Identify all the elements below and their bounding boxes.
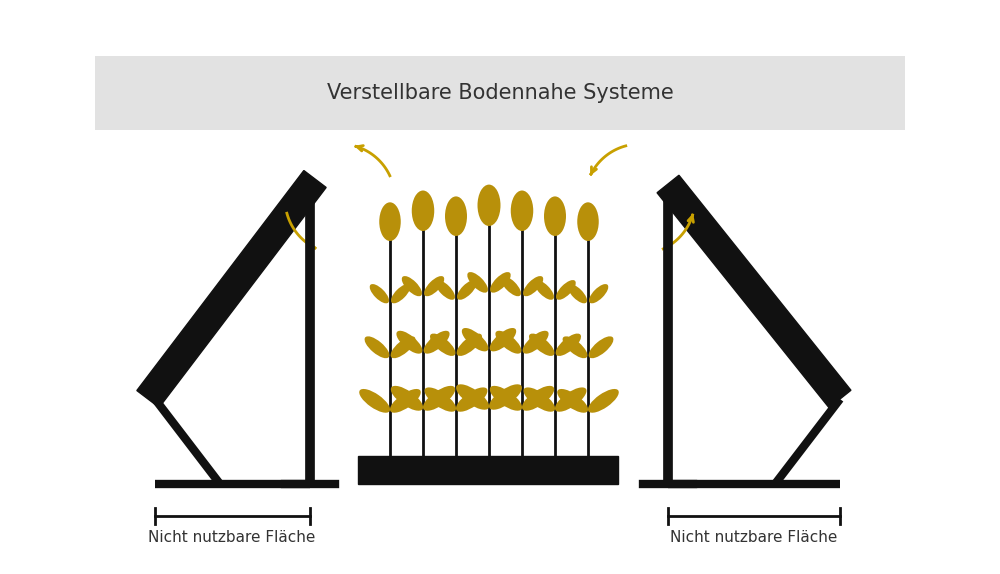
Ellipse shape xyxy=(435,280,455,300)
Ellipse shape xyxy=(523,331,549,354)
Ellipse shape xyxy=(462,328,488,351)
Ellipse shape xyxy=(430,333,455,356)
Ellipse shape xyxy=(391,284,410,303)
Polygon shape xyxy=(657,175,851,408)
Ellipse shape xyxy=(490,386,522,411)
Ellipse shape xyxy=(555,387,587,412)
Ellipse shape xyxy=(529,333,554,356)
Ellipse shape xyxy=(423,386,455,411)
Ellipse shape xyxy=(523,387,555,412)
Ellipse shape xyxy=(577,202,599,241)
Ellipse shape xyxy=(424,331,450,354)
Ellipse shape xyxy=(544,196,566,236)
Ellipse shape xyxy=(445,196,467,236)
Ellipse shape xyxy=(534,280,554,300)
Text: Nicht nutzbare Fläche: Nicht nutzbare Fläche xyxy=(670,530,838,545)
Ellipse shape xyxy=(456,387,488,412)
Ellipse shape xyxy=(501,276,521,296)
Ellipse shape xyxy=(511,191,533,231)
Bar xyxy=(95,56,905,130)
Ellipse shape xyxy=(412,191,434,231)
Ellipse shape xyxy=(390,389,421,413)
Ellipse shape xyxy=(557,389,588,413)
Ellipse shape xyxy=(490,328,516,351)
Ellipse shape xyxy=(370,284,389,303)
Ellipse shape xyxy=(359,389,390,413)
Ellipse shape xyxy=(391,336,415,358)
Ellipse shape xyxy=(391,386,423,411)
Ellipse shape xyxy=(396,331,422,354)
Polygon shape xyxy=(137,170,326,408)
Ellipse shape xyxy=(495,331,521,354)
Ellipse shape xyxy=(556,333,581,356)
Ellipse shape xyxy=(379,202,401,241)
Ellipse shape xyxy=(457,333,482,356)
Ellipse shape xyxy=(522,386,554,411)
Ellipse shape xyxy=(589,336,613,358)
Bar xyxy=(358,456,618,484)
Ellipse shape xyxy=(588,389,619,413)
Ellipse shape xyxy=(589,284,608,303)
Ellipse shape xyxy=(456,384,489,410)
Ellipse shape xyxy=(402,276,422,296)
Ellipse shape xyxy=(467,272,488,293)
Ellipse shape xyxy=(563,336,587,358)
Ellipse shape xyxy=(457,280,477,300)
Ellipse shape xyxy=(556,280,576,300)
Ellipse shape xyxy=(478,185,501,226)
Ellipse shape xyxy=(424,387,456,412)
Text: Nicht nutzbare Fläche: Nicht nutzbare Fläche xyxy=(148,530,316,545)
Ellipse shape xyxy=(365,336,389,358)
Ellipse shape xyxy=(489,384,522,410)
Ellipse shape xyxy=(568,284,587,303)
Text: Verstellbare Bodennahe Systeme: Verstellbare Bodennahe Systeme xyxy=(327,83,673,103)
Ellipse shape xyxy=(490,272,511,293)
Ellipse shape xyxy=(424,276,444,296)
Ellipse shape xyxy=(523,276,543,296)
